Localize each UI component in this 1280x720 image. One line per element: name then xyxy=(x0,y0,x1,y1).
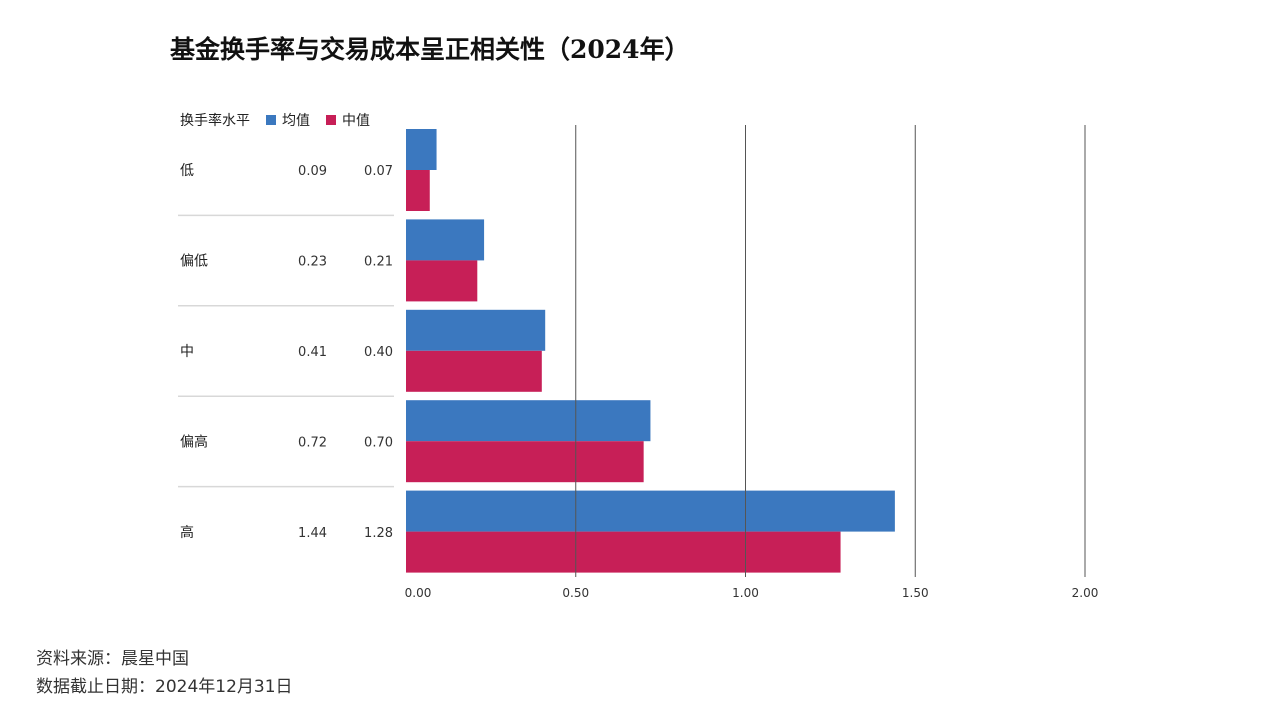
value-label-median-0: 0.07 xyxy=(364,164,393,179)
footer: 资料来源：晨星中国 数据截止日期：2024年12月31日 xyxy=(36,645,293,701)
value-label-mean-1: 0.23 xyxy=(298,255,327,270)
category-label-1: 偏低 xyxy=(180,254,208,270)
category-label-4: 高 xyxy=(180,524,194,541)
legend-label-mean: 均值 xyxy=(282,113,310,129)
date-note: 数据截止日期：2024年12月31日 xyxy=(36,677,293,697)
value-label-mean-3: 0.72 xyxy=(298,435,327,450)
bar-mean-1 xyxy=(406,219,485,261)
category-label-3: 偏高 xyxy=(180,433,208,450)
value-label-median-2: 0.40 xyxy=(364,345,393,360)
legend-item-mean: 均值 xyxy=(266,110,310,130)
category-label-0: 低 xyxy=(180,163,194,179)
value-label-median-3: 0.70 xyxy=(364,435,393,450)
bar-mean-4 xyxy=(406,490,895,532)
bar-median-3 xyxy=(406,441,644,483)
bar-median-0 xyxy=(406,170,430,211)
legend: 换手率水平 均值 中值 xyxy=(180,110,370,130)
legend-label-median: 中值 xyxy=(342,113,370,129)
value-label-mean-0: 0.09 xyxy=(298,164,327,179)
category-label-2: 中 xyxy=(180,344,194,360)
value-label-median-4: 1.28 xyxy=(364,526,393,541)
bar-mean-3 xyxy=(406,400,651,442)
x-tick-label-4: 2.00 xyxy=(1072,586,1099,600)
x-tick-label-1: 0.50 xyxy=(562,586,589,600)
bar-mean-0 xyxy=(406,129,437,170)
legend-item-median: 中值 xyxy=(326,110,370,130)
x-tick-label-3: 1.50 xyxy=(902,586,929,600)
bar-median-2 xyxy=(406,350,542,392)
source-note: 资料来源：晨星中国 xyxy=(36,649,189,669)
category-header: 换手率水平 xyxy=(180,113,250,129)
bar-median-1 xyxy=(406,260,478,302)
legend-swatch-mean xyxy=(266,115,276,125)
chart-title: 基金换手率与交易成本呈正相关性（2024年） xyxy=(170,35,690,64)
x-tick-label-2: 1.00 xyxy=(732,586,759,600)
value-label-median-1: 0.21 xyxy=(364,255,393,270)
value-label-mean-2: 0.41 xyxy=(298,345,327,360)
x-tick-label-0: 0.00 xyxy=(405,586,432,600)
value-label-mean-4: 1.44 xyxy=(298,526,327,541)
legend-swatch-median xyxy=(326,115,336,125)
bar-median-4 xyxy=(406,531,841,573)
bar-mean-2 xyxy=(406,309,546,351)
